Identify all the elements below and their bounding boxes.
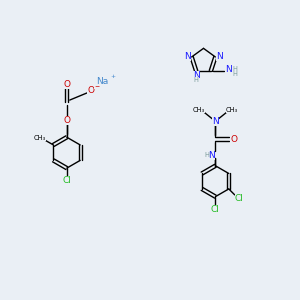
Text: O: O xyxy=(63,116,70,125)
Text: H: H xyxy=(194,77,199,83)
Text: N: N xyxy=(193,71,200,80)
Text: Cl: Cl xyxy=(211,205,220,214)
Text: O: O xyxy=(63,80,70,88)
Text: +: + xyxy=(110,74,115,79)
Text: H: H xyxy=(232,66,237,72)
Text: O: O xyxy=(87,86,94,95)
Text: N: N xyxy=(225,64,232,74)
Text: N: N xyxy=(217,52,223,61)
Text: CH₃: CH₃ xyxy=(193,107,205,113)
Text: CH₃: CH₃ xyxy=(226,107,238,113)
Text: H: H xyxy=(232,71,237,77)
Text: H: H xyxy=(204,152,209,158)
Text: Na: Na xyxy=(96,77,109,86)
Text: N: N xyxy=(184,52,190,61)
Text: N: N xyxy=(208,151,215,160)
Text: Cl: Cl xyxy=(235,194,244,203)
Text: Cl: Cl xyxy=(62,176,71,185)
Text: CH₃: CH₃ xyxy=(34,135,46,141)
Text: N: N xyxy=(212,117,219,126)
Text: O: O xyxy=(230,134,237,143)
Text: −: − xyxy=(94,84,100,88)
